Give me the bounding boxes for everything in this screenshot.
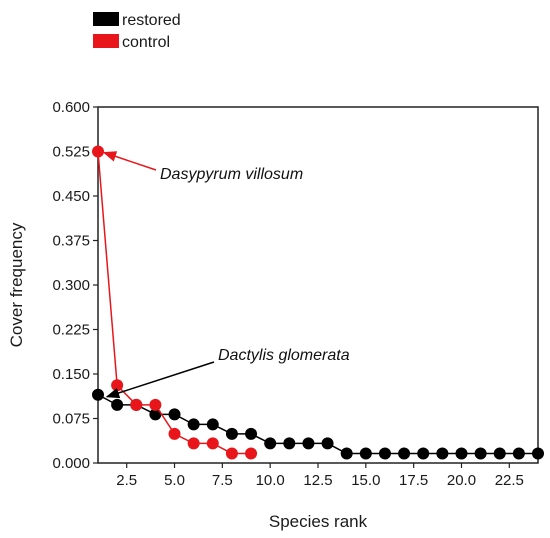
series-layer xyxy=(92,145,544,460)
data-point-restored xyxy=(340,447,353,460)
data-point-restored xyxy=(436,447,449,460)
x-tick-label: 12.5 xyxy=(303,472,332,489)
data-point-restored xyxy=(532,447,544,460)
y-tick-label: 0.525 xyxy=(52,144,90,161)
legend-item-restored: restored xyxy=(93,12,181,29)
data-point-restored xyxy=(455,447,468,460)
data-point-restored xyxy=(187,418,200,431)
data-point-restored xyxy=(512,447,525,460)
data-point-restored xyxy=(245,427,258,440)
data-point-control xyxy=(245,447,258,460)
y-tick-label: 0.600 xyxy=(52,99,90,116)
y-tick-label: 0.225 xyxy=(52,322,90,339)
x-tick-label: 15.0 xyxy=(351,472,380,489)
data-point-restored xyxy=(359,447,372,460)
data-point-restored xyxy=(283,437,296,450)
x-tick-label: 22.5 xyxy=(495,472,524,489)
x-axis: 2.5 5.0 7.5 10.0 12.5 15.0 17.5 20.0 22.5 xyxy=(116,463,524,489)
data-point-restored xyxy=(417,447,430,460)
legend-label-restored: restored xyxy=(122,12,181,29)
data-point-restored xyxy=(474,447,487,460)
plot-frame xyxy=(97,106,539,464)
x-tick-label: 20.0 xyxy=(447,472,476,489)
data-point-restored xyxy=(493,447,506,460)
data-point-restored xyxy=(225,427,238,440)
data-point-restored xyxy=(206,418,219,431)
data-point-control xyxy=(225,447,238,460)
data-point-control xyxy=(149,398,162,411)
y-tick-label: 0.150 xyxy=(52,366,90,383)
y-tick-label: 0.450 xyxy=(52,188,90,205)
legend-item-control: control xyxy=(93,34,170,51)
y-tick-label: 0.375 xyxy=(52,233,90,250)
data-point-restored xyxy=(398,447,411,460)
x-tick-label: 5.0 xyxy=(164,472,185,489)
annotation-label-dasypyrum: Dasypyrum villosum xyxy=(160,166,303,183)
x-tick-label: 2.5 xyxy=(116,472,137,489)
x-tick-label: 17.5 xyxy=(399,472,428,489)
data-point-restored xyxy=(378,447,391,460)
data-point-control xyxy=(130,398,143,411)
y-axis: 0.000 0.075 0.150 0.225 0.300 0.375 0.450 0.525… xyxy=(52,99,98,472)
x-axis-title: Species rank xyxy=(269,512,368,531)
y-tick-label: 0.300 xyxy=(52,277,90,294)
series-restored xyxy=(92,388,544,460)
data-point-control xyxy=(111,379,124,392)
y-tick-label: 0.075 xyxy=(52,411,90,428)
series-line-restored xyxy=(97,394,538,455)
data-point-restored xyxy=(168,408,181,421)
legend-label-control: control xyxy=(122,34,170,51)
x-tick-label: 7.5 xyxy=(212,472,233,489)
data-point-restored xyxy=(111,398,124,411)
data-point-restored xyxy=(264,437,277,450)
y-axis-title: Cover frequency xyxy=(7,222,26,347)
annotation-arrow-dactylis xyxy=(105,361,215,399)
data-point-restored xyxy=(92,388,104,401)
annotation-label-dactylis: Dactylis glomerata xyxy=(218,347,350,364)
y-tick-label: 0.000 xyxy=(52,455,90,472)
data-point-control xyxy=(206,437,219,450)
annotation-dactylis: Dactylis glomerata xyxy=(105,347,350,399)
data-point-control xyxy=(92,145,104,158)
x-tick-label: 10.0 xyxy=(256,472,285,489)
annotation-dasypyrum: Dasypyrum villosum xyxy=(102,151,303,183)
data-point-restored xyxy=(321,437,334,450)
data-point-restored xyxy=(149,408,162,421)
data-point-restored xyxy=(302,437,315,450)
data-point-control xyxy=(187,437,200,450)
legend-swatch-control xyxy=(93,34,119,48)
annotation-arrow-dasypyrum xyxy=(102,151,157,171)
legend: restored control xyxy=(93,12,181,51)
data-point-control xyxy=(168,427,181,440)
legend-swatch-restored xyxy=(93,12,119,26)
